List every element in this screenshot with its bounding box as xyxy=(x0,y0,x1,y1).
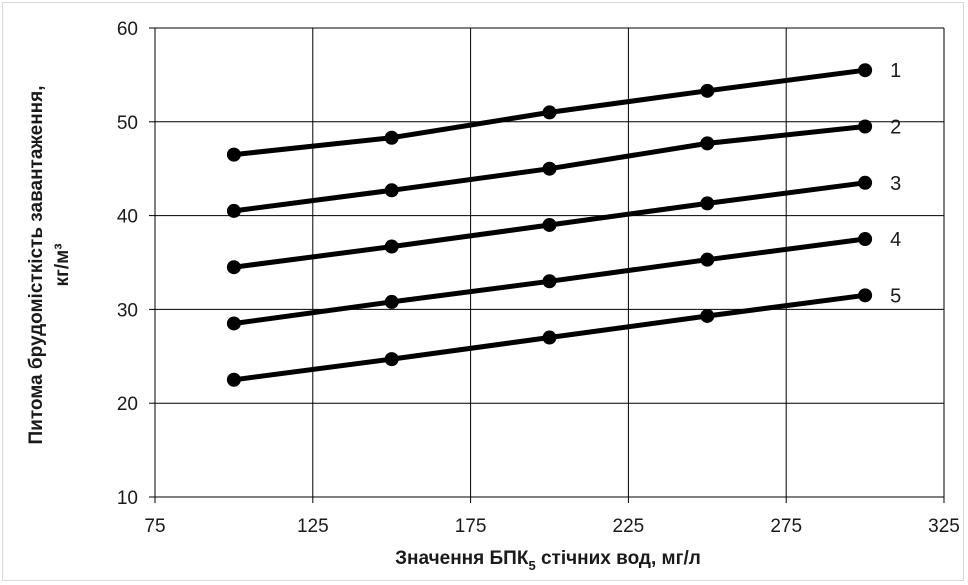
series-label-1: 1 xyxy=(890,60,901,82)
data-point-3 xyxy=(700,196,715,211)
data-point-5 xyxy=(384,352,399,367)
data-point-5 xyxy=(542,330,557,345)
y-tick-label: 40 xyxy=(117,207,138,228)
y-tick-label: 10 xyxy=(117,488,138,509)
y-tick-label: 60 xyxy=(117,19,138,40)
data-point-2 xyxy=(858,119,873,134)
data-point-5 xyxy=(700,308,715,323)
series-label-4: 4 xyxy=(890,229,901,251)
x-tick-label: 325 xyxy=(928,516,960,537)
series-label-2: 2 xyxy=(890,116,901,138)
x-tick-label: 75 xyxy=(144,516,165,537)
y-tick-labels: 10 20 30 40 50 60 xyxy=(117,19,138,509)
data-point-4 xyxy=(542,274,557,289)
data-point-1 xyxy=(384,130,399,145)
data-point-2 xyxy=(542,161,557,176)
x-axis-title: Значення БПК5 стічних вод, мг/л xyxy=(395,548,701,573)
data-point-2 xyxy=(700,136,715,151)
y-tick-label: 20 xyxy=(117,394,138,415)
axes xyxy=(149,27,945,503)
y-axis-title: Питома брудомісткість завантаження, кг/м… xyxy=(26,85,73,444)
data-point-2 xyxy=(384,183,399,198)
y-tick-label: 50 xyxy=(117,113,138,134)
series-labels: 1 2 3 4 5 xyxy=(890,60,901,307)
x-tick-label: 175 xyxy=(455,516,487,537)
series-label-5: 5 xyxy=(890,285,901,307)
data-point-2 xyxy=(226,203,241,218)
data-point-3 xyxy=(226,260,241,275)
data-point-1 xyxy=(858,63,873,78)
series-points xyxy=(226,63,873,387)
grid-lines xyxy=(155,27,945,497)
x-tick-label: 275 xyxy=(770,516,802,537)
series-label-3: 3 xyxy=(890,173,901,195)
data-point-4 xyxy=(700,252,715,267)
data-point-5 xyxy=(226,372,241,387)
data-point-1 xyxy=(542,105,557,120)
y-axis-title-line-1: Питома брудомісткість завантаження, xyxy=(26,85,47,444)
x-tick-label: 125 xyxy=(297,516,329,537)
data-point-4 xyxy=(384,294,399,309)
y-axis-title-line-2: кг/м³ xyxy=(52,243,73,286)
data-point-1 xyxy=(700,83,715,98)
data-point-3 xyxy=(542,217,557,232)
y-tick-label: 30 xyxy=(117,300,138,321)
data-point-4 xyxy=(858,232,873,247)
data-point-1 xyxy=(226,147,241,162)
x-tick-label: 225 xyxy=(613,516,645,537)
data-point-3 xyxy=(858,175,873,190)
data-point-3 xyxy=(384,239,399,254)
x-tick-labels: 75 125 175 225 275 325 xyxy=(144,516,959,537)
data-point-4 xyxy=(226,316,241,331)
data-point-5 xyxy=(858,288,873,303)
